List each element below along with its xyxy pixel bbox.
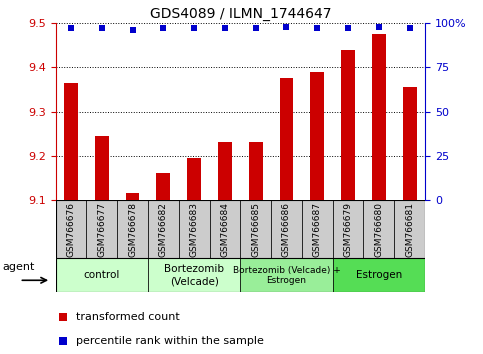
Point [159,25,167,31]
Bar [240,258,333,292]
Point [59,338,67,343]
Point [221,25,229,31]
Point [59,314,67,320]
Bar [56,258,148,292]
Text: percentile rank within the sample: percentile rank within the sample [76,336,264,346]
Text: GSM766679: GSM766679 [343,202,353,257]
Text: GSM766680: GSM766680 [374,202,384,257]
Text: GSM766677: GSM766677 [97,202,106,257]
Text: GSM766682: GSM766682 [159,202,168,257]
Bar [333,258,425,292]
Bar [249,142,263,200]
Bar [341,50,355,200]
Text: GSM766684: GSM766684 [220,202,229,257]
Text: Estrogen: Estrogen [355,270,402,280]
Bar [148,200,179,258]
Text: GSM766687: GSM766687 [313,202,322,257]
Text: GSM766683: GSM766683 [190,202,199,257]
Bar [271,200,302,258]
Point [283,24,290,29]
Bar [218,142,232,200]
Text: Bortezomib (Velcade) +
Estrogen: Bortezomib (Velcade) + Estrogen [233,266,341,285]
Point [98,25,106,31]
Text: transformed count: transformed count [76,312,180,322]
Text: GSM766676: GSM766676 [67,202,75,257]
Point [67,25,75,31]
Point [128,27,136,33]
Bar [187,158,201,200]
Bar [364,200,394,258]
Bar [240,200,271,258]
Point [406,25,413,31]
Bar [148,258,241,292]
Bar [95,136,109,200]
Text: GSM766685: GSM766685 [251,202,260,257]
Bar [333,200,364,258]
Text: GSM766678: GSM766678 [128,202,137,257]
Bar [117,200,148,258]
Bar [403,87,416,200]
Bar [302,200,333,258]
Bar [56,200,86,258]
Bar [372,34,386,200]
Point [190,25,198,31]
Point [344,25,352,31]
Bar [210,200,240,258]
Text: Bortezomib
(Velcade): Bortezomib (Velcade) [164,264,224,286]
Bar [311,72,324,200]
Point [375,24,383,29]
Title: GDS4089 / ILMN_1744647: GDS4089 / ILMN_1744647 [150,7,331,21]
Text: agent: agent [3,262,35,272]
Point [313,25,321,31]
Point [252,25,259,31]
Bar [126,193,140,200]
Bar [64,83,78,200]
Text: control: control [84,270,120,280]
Text: GSM766686: GSM766686 [282,202,291,257]
Bar [86,200,117,258]
Bar [156,173,170,200]
Bar [280,78,293,200]
Text: GSM766681: GSM766681 [405,202,414,257]
Bar [394,200,425,258]
Bar [179,200,210,258]
